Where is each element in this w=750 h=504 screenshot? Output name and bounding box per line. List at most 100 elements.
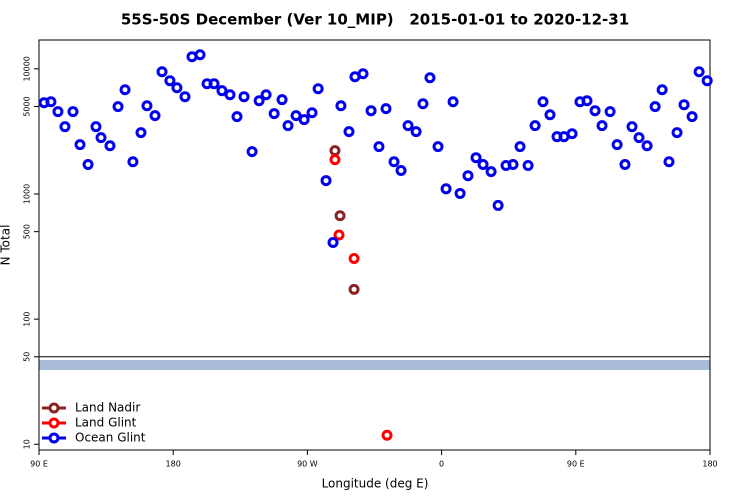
point: [678, 99, 690, 111]
point: [417, 98, 429, 110]
x-tick-label: 90 E: [30, 460, 48, 469]
point: [90, 121, 102, 133]
point: [208, 78, 220, 90]
point: [333, 229, 345, 241]
chart-title: 55S-50S December (Ver 10_MIP) 2015-01-01…: [121, 11, 629, 29]
y-tick-label: 5000: [23, 96, 32, 116]
point: [395, 165, 407, 177]
point: [462, 170, 474, 182]
y-tick-label: 10000: [23, 56, 32, 81]
point: [626, 121, 638, 133]
y-tick-label: 500: [23, 224, 32, 239]
point: [529, 120, 541, 132]
point: [656, 84, 668, 96]
point: [329, 154, 341, 166]
point: [492, 199, 504, 211]
point: [343, 126, 355, 138]
point: [470, 152, 482, 164]
point: [312, 83, 324, 95]
point: [663, 156, 675, 168]
point: [544, 109, 556, 121]
point: [365, 105, 377, 117]
point: [432, 141, 444, 153]
point: [402, 120, 414, 132]
point: [440, 183, 452, 195]
point: [112, 101, 124, 113]
legend-marker: [48, 417, 60, 429]
legend-marker: [48, 402, 60, 414]
point: [276, 94, 288, 106]
point: [127, 156, 139, 168]
point: [424, 72, 436, 84]
point: [619, 159, 631, 171]
point: [485, 166, 497, 178]
point: [589, 105, 601, 117]
y-tick-label: 100: [23, 311, 32, 326]
point: [216, 85, 228, 97]
point: [253, 95, 265, 107]
point: [179, 91, 191, 103]
point: [596, 120, 608, 132]
point: [67, 106, 79, 118]
point: [45, 96, 57, 108]
point: [348, 283, 360, 295]
point: [388, 156, 400, 168]
legend-label: Ocean Glint: [75, 431, 146, 445]
point: [171, 82, 183, 94]
point: [327, 236, 339, 248]
point: [373, 141, 385, 153]
point: [238, 91, 250, 103]
point: [74, 139, 86, 151]
point: [231, 111, 243, 123]
point: [194, 49, 206, 61]
point: [334, 210, 346, 222]
point: [381, 429, 393, 441]
point: [149, 110, 161, 122]
point: [604, 106, 616, 118]
x-tick-label: 90 W: [297, 460, 318, 469]
point: [447, 96, 459, 108]
y-tick-label: 10: [23, 439, 32, 449]
point: [649, 101, 661, 113]
legend-label: Land Glint: [75, 416, 137, 430]
point: [282, 120, 294, 132]
y-tick-label: 50: [23, 352, 32, 362]
x-tick-label: 180: [702, 460, 717, 469]
y-tick-label: 1000: [23, 184, 32, 204]
point: [59, 121, 71, 133]
x-tick-label: 0: [439, 460, 444, 469]
point: [298, 114, 310, 126]
point: [701, 75, 713, 87]
point: [410, 126, 422, 138]
point: [335, 100, 347, 112]
legend-label: Land Nadir: [75, 401, 140, 415]
point: [290, 110, 302, 122]
point: [119, 84, 131, 96]
point: [477, 159, 489, 171]
point: [52, 106, 64, 118]
y-axis-label: N Total: [0, 225, 13, 266]
point: [514, 141, 526, 153]
point: [633, 132, 645, 144]
point: [306, 107, 318, 119]
point: [641, 140, 653, 152]
point: [95, 132, 107, 144]
band: [39, 360, 710, 370]
point: [581, 95, 593, 107]
point: [135, 127, 147, 139]
point: [454, 187, 466, 199]
point: [320, 175, 332, 187]
point: [224, 89, 236, 101]
point: [82, 159, 94, 171]
point: [268, 108, 280, 120]
point: [522, 159, 534, 171]
point: [507, 159, 519, 171]
point: [566, 128, 578, 140]
point: [141, 100, 153, 112]
point: [164, 75, 176, 87]
x-tick-label: 90 E: [567, 460, 585, 469]
legend-marker: [48, 432, 60, 444]
x-axis-label: Longitude (deg E): [322, 477, 429, 491]
